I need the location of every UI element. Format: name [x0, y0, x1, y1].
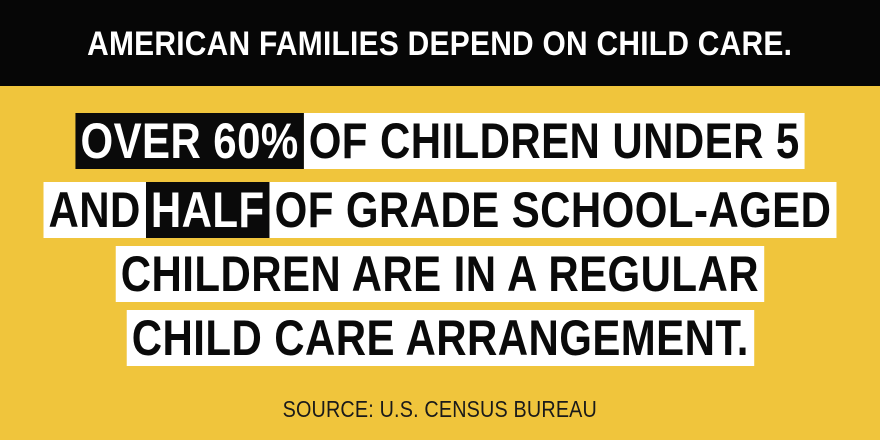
- headline-line-2: AND HALF OF GRADE SCHOOL-AGED: [0, 182, 880, 238]
- headline-line-3: CHILDREN ARE IN A REGULAR: [0, 246, 880, 302]
- headline-line-2-text: OF GRADE SCHOOL-AGED: [269, 182, 837, 238]
- headline-line-1-text: OF CHILDREN UNDER 5: [303, 113, 805, 169]
- highlight-half: HALF: [145, 182, 270, 238]
- headline-line-3-text: CHILDREN ARE IN A REGULAR: [115, 246, 765, 302]
- headline-line-4-text: CHILD CARE ARRANGEMENT.: [126, 310, 754, 366]
- source-citation: SOURCE: U.S. CENSUS BUREAU: [0, 396, 880, 423]
- header-title: AMERICAN FAMILIES DEPEND ON CHILD CARE.: [87, 25, 793, 63]
- headline-line-4: CHILD CARE ARRANGEMENT.: [0, 310, 880, 366]
- header-bar: AMERICAN FAMILIES DEPEND ON CHILD CARE.: [0, 0, 880, 86]
- headline-line-1: OVER 60% OF CHILDREN UNDER 5: [0, 113, 880, 169]
- headline-line-2-prefix: AND: [43, 182, 146, 238]
- source-text: SOURCE: U.S. CENSUS BUREAU: [282, 396, 598, 422]
- highlight-over-60-percent: OVER 60%: [75, 113, 304, 169]
